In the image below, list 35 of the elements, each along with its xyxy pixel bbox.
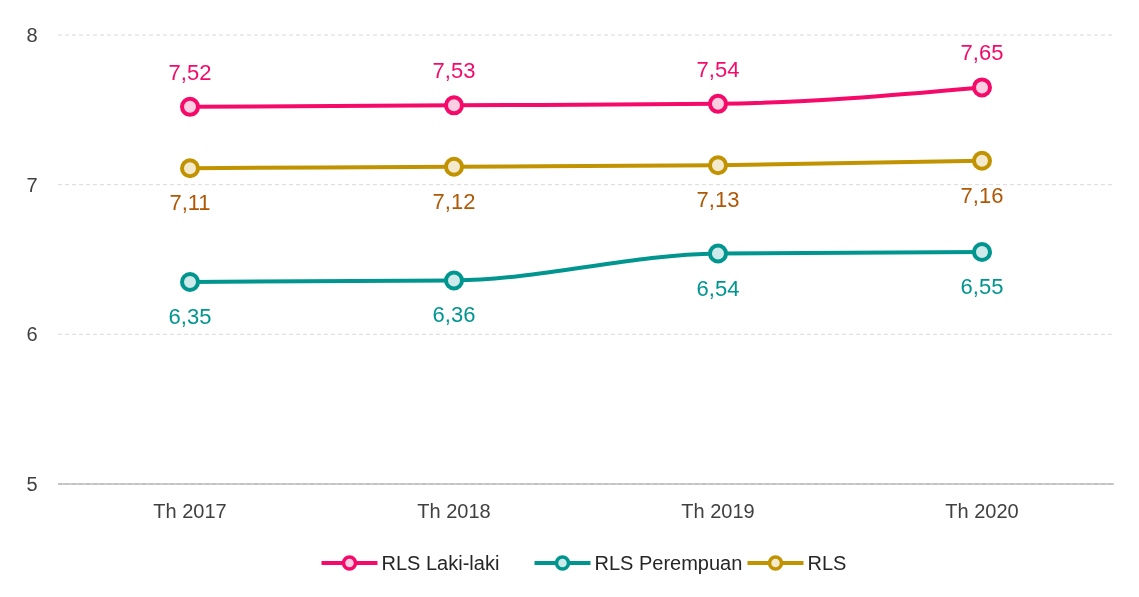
- legend-label: RLS Perempuan: [594, 552, 743, 574]
- x-tick-label: Th 2018: [417, 500, 491, 522]
- point: [708, 155, 728, 176]
- x-tick-label: Th 2019: [681, 500, 755, 522]
- data-label: 6,54: [696, 275, 740, 301]
- x-tick-label: Th 2020: [945, 500, 1019, 522]
- y-tick-label: 7: [26, 173, 38, 196]
- data-label: 6,55: [960, 274, 1004, 300]
- data-label: 7,53: [432, 58, 476, 84]
- point: [708, 93, 728, 114]
- data-label: 7,12: [432, 188, 476, 214]
- data-label: 7,54: [696, 56, 740, 82]
- point: [444, 156, 464, 177]
- point: [708, 243, 728, 264]
- point: [180, 158, 200, 179]
- point: [972, 77, 992, 98]
- y-tick-label: 6: [26, 323, 38, 346]
- point: [180, 271, 200, 292]
- data-label: 7,65: [960, 40, 1004, 66]
- legend-label: RLS: [807, 552, 847, 574]
- data-label: 7,13: [696, 187, 740, 213]
- data-label: 7,52: [168, 59, 212, 85]
- y-tick-label: 5: [26, 473, 38, 495]
- x-tick-label: Th 2017: [153, 500, 227, 522]
- data-label: 7,16: [960, 182, 1004, 208]
- data-label: 6,36: [432, 302, 476, 328]
- point: [972, 242, 992, 263]
- y-tick-label: 8: [26, 24, 38, 46]
- point: [444, 270, 464, 291]
- point: [972, 150, 992, 171]
- legend-label: RLS Laki-laki: [381, 552, 500, 574]
- data-label: 6,35: [168, 303, 212, 329]
- point: [444, 95, 464, 116]
- data-label: 7,11: [169, 190, 211, 216]
- point: [180, 96, 200, 117]
